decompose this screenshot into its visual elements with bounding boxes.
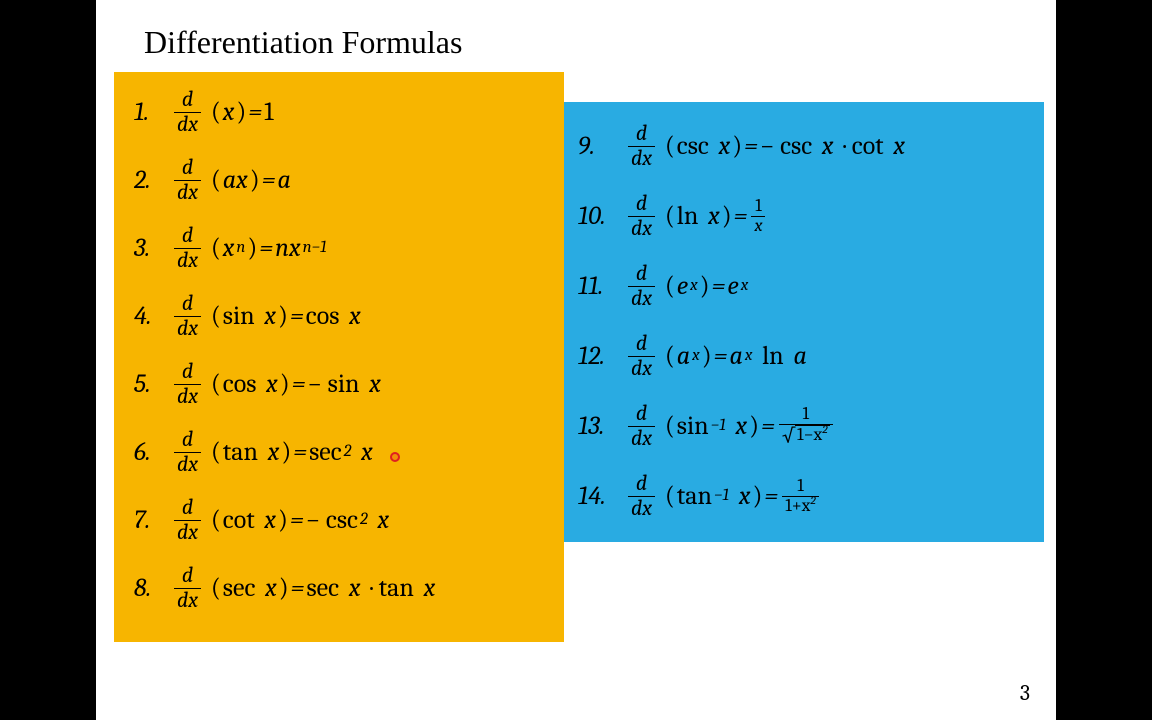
formula-10: 10. ddx (ln x) = 1x [578,188,1030,244]
formula-number: 8. [134,575,172,601]
ddx: ddx [174,88,201,135]
formula-number: 2. [134,167,172,193]
formula-8: 8. ddx (sec x) = sec x · tan x [134,560,544,616]
formula-number: 5. [134,371,172,397]
formula-body: (ax) = ax ln a [657,343,807,369]
formula-9: 9. ddx (csc x) = − csc x · cot x [578,118,1030,174]
formula-body: (sin x) = cos x [203,303,361,329]
formula-4: 4. ddx (sin x) = cos x [134,288,544,344]
formula-body: (csc x) = − csc x · cot x [657,133,905,159]
ddx: ddx [628,472,655,519]
ddx: ddx [628,402,655,449]
ddx: ddx [174,156,201,203]
formula-number: 14. [578,483,626,509]
slide: Differentiation Formulas 1. ddx (x) = 1 … [96,0,1056,720]
formula-body: (xn) = nxn−1 [203,235,327,261]
formula-number: 7. [134,507,172,533]
formula-body: (ax) = a [203,167,291,193]
formula-13: 13. ddx (sin−1 x) = 1 √1−x2 [578,398,1030,454]
formula-5: 5. ddx (cos x) = − sin x [134,356,544,412]
page-number: 3 [1020,680,1030,706]
formula-number: 9. [578,133,626,159]
formula-number: 3. [134,235,172,261]
formula-body: (ln x) = 1x [657,197,767,236]
formula-number: 11. [578,273,626,299]
formula-body: (tan x) = sec2 x [203,439,373,465]
formula-number: 1. [134,99,172,125]
formula-number: 6. [134,439,172,465]
formula-number: 4. [134,303,172,329]
formula-body: (x) = 1 [203,99,273,125]
ddx: ddx [628,332,655,379]
slide-title: Differentiation Formulas [144,24,462,61]
formula-7: 7. ddx (cot x) = − csc2 x [134,492,544,548]
formula-body: (sin−1 x) = 1 √1−x2 [657,405,835,447]
formula-number: 10. [578,203,626,229]
ddx: ddx [174,292,201,339]
formula-3: 3. ddx (xn) = nxn−1 [134,220,544,276]
formula-body: (sec x) = sec x · tan x [203,575,435,601]
formula-11: 11. ddx (ex) = ex [578,258,1030,314]
formula-number: 13. [578,413,626,439]
pointer-marker-icon [390,452,400,462]
formula-body: (tan−1 x) = 1 1+x2 [657,477,821,516]
ddx: ddx [174,360,201,407]
ddx: ddx [174,564,201,611]
left-panel: 1. ddx (x) = 1 2. ddx (ax) = a 3. ddx (x… [114,72,564,642]
right-panel: 9. ddx (csc x) = − csc x · cot x 10. ddx… [564,102,1044,542]
formula-14: 14. ddx (tan−1 x) = 1 1+x2 [578,468,1030,524]
formula-body: (cot x) = − csc2 x [203,507,389,533]
ddx: ddx [628,122,655,169]
ddx: ddx [174,224,201,271]
formula-12: 12. ddx (ax) = ax ln a [578,328,1030,384]
formula-body: (cos x) = − sin x [203,371,381,397]
formula-6: 6. ddx (tan x) = sec2 x [134,424,544,480]
ddx: ddx [628,262,655,309]
formula-1: 1. ddx (x) = 1 [134,84,544,140]
formula-number: 12. [578,343,626,369]
formula-2: 2. ddx (ax) = a [134,152,544,208]
ddx: ddx [628,192,655,239]
formula-body: (ex) = ex [657,273,748,299]
ddx: ddx [174,496,201,543]
ddx: ddx [174,428,201,475]
